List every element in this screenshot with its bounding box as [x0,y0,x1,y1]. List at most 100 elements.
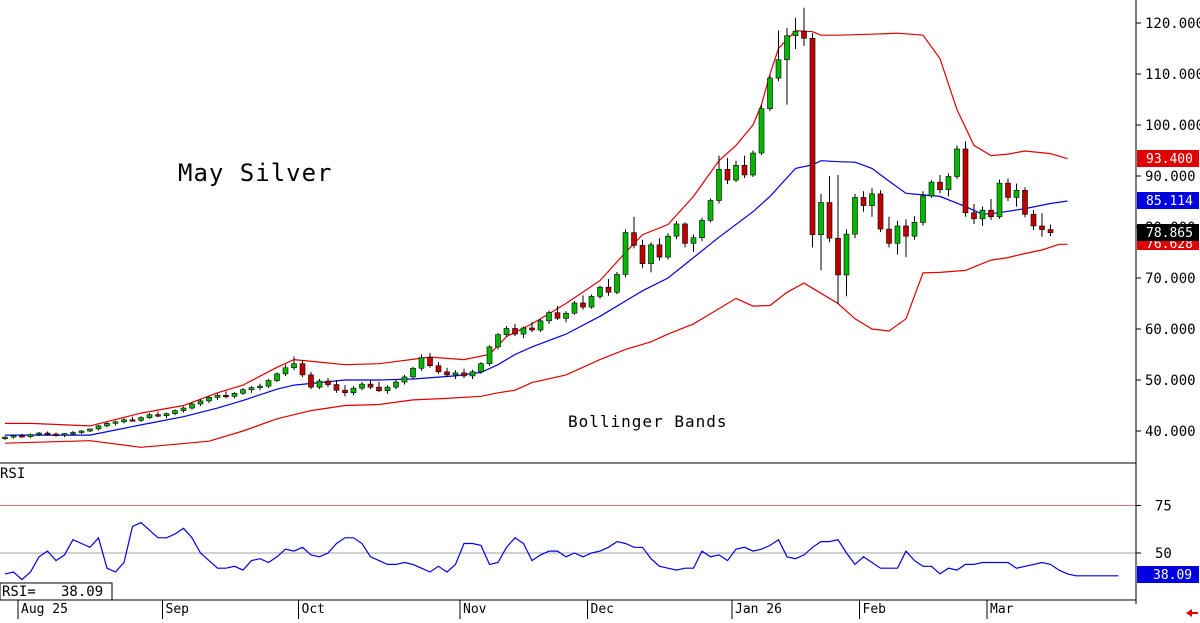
candle-body [469,371,476,377]
candle-body [826,202,833,239]
time-tick-label: Oct [302,602,325,617]
price-tick-label: 60.000 [1145,322,1196,338]
candle-body [988,209,994,218]
upper-band-line [5,30,1068,427]
candle-body [928,181,935,197]
candle-body [342,389,348,394]
candle [1039,213,1045,237]
candle [95,424,102,431]
candle [274,372,280,383]
candle-body [971,212,977,220]
candle [70,431,76,436]
candle-body [393,381,399,388]
candle [546,310,552,324]
candle [869,188,875,217]
candle [316,378,323,390]
candle-body [622,232,629,275]
candle [427,352,433,368]
middle-band-badge [1137,192,1199,209]
candle [384,385,391,394]
candle [580,295,586,310]
candle [809,33,816,248]
candle-body [435,365,442,373]
candle-body [70,432,76,435]
candle-body [1005,182,1011,198]
candle-body [155,414,161,417]
candle [614,271,620,295]
candle [971,204,977,224]
candle-body [308,374,314,388]
candle-body [427,357,433,367]
candle [682,222,688,248]
candle [1022,187,1028,218]
candle-body [452,372,459,376]
candle-body [843,233,850,276]
rsi-pane-label: RSI [0,466,25,482]
time-tick-label: Sep [166,602,190,617]
time-axis-ticks: Aug 25 Sep Oct Nov Dec Jan 26 Feb Mar [17,600,1014,619]
candle-body [860,197,867,206]
rsi-readout: RSI= 38.09 [2,584,103,600]
candle [707,198,714,223]
upper-band-badge [1137,150,1199,167]
scroll-left-arrow-icon[interactable] [1186,609,1198,617]
candle-body [979,209,986,220]
middle-band-line [5,160,1068,436]
candle [920,191,926,226]
candle-body [206,397,212,402]
candle [299,360,306,377]
candle [758,104,765,156]
candle-body [299,363,306,376]
time-tick-label: Mar [990,602,1014,617]
candle [401,374,408,385]
candle [418,354,425,371]
rsi-tick-label: 75 [1155,499,1172,515]
candle [180,406,187,413]
candle [554,306,561,320]
candle [265,378,272,389]
candle [78,429,85,435]
price-tick-label: 100.000 [1145,118,1200,134]
candle-body [367,383,374,388]
candle [996,179,1003,219]
candle-body [1013,189,1020,198]
candle-body [903,225,909,237]
candle [325,377,331,388]
candle [767,75,773,112]
candle-body [758,108,765,154]
candle-body [223,394,229,398]
candle-body [809,37,816,235]
candle [639,239,646,268]
candle [529,321,535,333]
candle [248,386,255,393]
candle-body [614,274,620,293]
candle-body [172,410,178,414]
candle [877,190,884,233]
candle-body [461,372,467,377]
candle-body [257,385,263,388]
candle [129,416,136,422]
candle-body [673,223,680,237]
candle-body [699,220,705,239]
candle-body [920,195,926,223]
middle-band-badge-value: 85.114 [1146,194,1193,209]
candle-body [588,296,595,308]
candle [172,409,178,416]
candle-body [639,245,646,265]
candle-body [835,237,841,276]
candle-body [945,176,952,191]
candle-body [962,148,969,214]
candle [945,173,952,197]
chart-title: May Silver [178,159,333,187]
candle [163,412,170,419]
candle [1030,210,1037,231]
candle-body [775,59,782,79]
candle [656,238,663,261]
last-price-badge [1137,224,1199,241]
candle-body [248,387,255,390]
candle-body [87,428,93,432]
rsi-tick-label: 50 [1155,546,1172,562]
upper-band-badge-value: 93.400 [1146,152,1193,167]
candle [605,279,612,296]
candle [928,180,935,198]
